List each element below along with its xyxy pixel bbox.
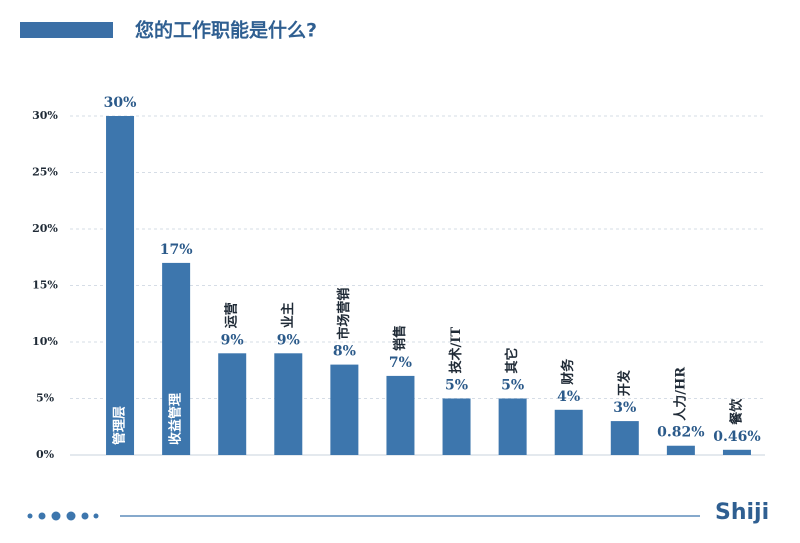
y-tick-label: 5%	[36, 392, 55, 405]
y-tick-label: 25%	[32, 166, 58, 179]
bar	[666, 445, 695, 455]
bar	[106, 116, 135, 455]
category-label: 业主	[280, 302, 296, 328]
value-label: 0.46%	[713, 429, 760, 445]
footer-dots	[27, 511, 99, 521]
value-label: 9%	[221, 332, 244, 348]
value-label: 3%	[613, 400, 636, 416]
chart-title: 您的工作职能是什么?	[135, 19, 317, 42]
bar	[610, 421, 639, 455]
y-tick-label: 10%	[32, 335, 58, 348]
value-label: 8%	[333, 344, 356, 360]
value-label: 0.82%	[657, 425, 704, 441]
bar	[442, 398, 471, 455]
value-label: 7%	[389, 355, 412, 371]
bar	[162, 262, 191, 455]
value-label: 30%	[104, 95, 137, 111]
y-tick-label: 20%	[32, 222, 58, 235]
bar	[274, 353, 303, 455]
category-label: 其它	[504, 347, 520, 373]
bar	[386, 375, 415, 455]
title-bar	[20, 22, 113, 38]
bar	[330, 364, 359, 455]
category-label: 收益管理	[168, 393, 184, 445]
value-label: 5%	[501, 378, 524, 394]
bar	[498, 398, 527, 455]
y-tick-label: 15%	[32, 279, 58, 292]
y-tick-label: 30%	[32, 109, 58, 122]
category-label: 销售	[392, 325, 408, 351]
value-label: 4%	[557, 389, 580, 405]
category-label: 开发	[616, 369, 632, 396]
category-label: 技术/IT	[448, 327, 464, 374]
value-label: 17%	[160, 242, 193, 258]
category-label: 财务	[560, 358, 576, 385]
category-label: 运营	[224, 302, 240, 328]
category-label: 市场营销	[336, 288, 352, 340]
category-label: 管理层	[112, 406, 128, 445]
brand-logo: Shiji	[715, 500, 769, 525]
category-label: 餐饮	[728, 398, 744, 426]
bar	[218, 353, 247, 455]
value-label: 5%	[445, 378, 468, 394]
bar	[722, 449, 751, 455]
value-label: 9%	[277, 332, 300, 348]
y-tick-label: 0%	[36, 448, 55, 461]
bar	[554, 409, 583, 455]
category-label: 人力/HR	[672, 367, 688, 421]
